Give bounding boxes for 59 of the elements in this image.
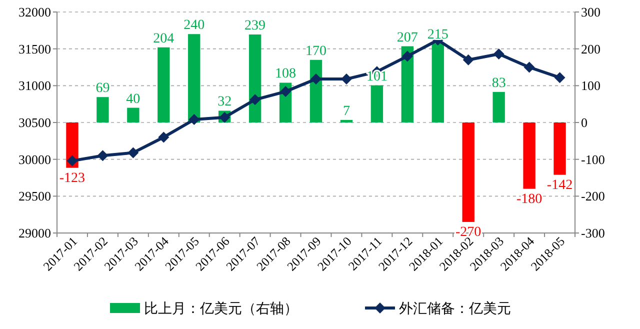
data-label: 170: [306, 44, 326, 59]
data-label: 204: [153, 31, 174, 46]
data-label: 7: [342, 104, 350, 119]
bar: [370, 85, 384, 122]
y2-tick-label: -100: [581, 152, 605, 167]
data-label: 108: [275, 66, 296, 82]
point: [524, 62, 535, 73]
y-tick-label: 31500: [18, 41, 51, 56]
point: [158, 132, 170, 143]
data-label: 32: [218, 94, 232, 110]
data-label: -123: [59, 170, 86, 186]
data-label: 40: [126, 92, 140, 107]
point: [280, 86, 292, 98]
y-tick-label: 32000: [18, 4, 51, 20]
point: [554, 72, 566, 84]
point: [310, 74, 322, 85]
y-tick-label: 29000: [18, 226, 51, 240]
bar: [96, 97, 109, 122]
bar: [554, 122, 566, 175]
y-tick-label: 30500: [18, 115, 51, 130]
point: [493, 48, 504, 60]
data-label: 215: [427, 27, 448, 42]
bar: [188, 34, 200, 122]
y-tick-label: 31000: [18, 78, 51, 94]
bar: [492, 92, 505, 122]
data-label: 207: [396, 30, 418, 46]
data-label: 69: [96, 81, 110, 96]
bar: [158, 47, 170, 122]
y-tick-label: 29500: [18, 188, 51, 204]
point: [402, 50, 413, 62]
point: [128, 147, 139, 158]
y2-tick-label: 100: [581, 78, 600, 94]
y2-tick-label: -300: [581, 226, 605, 240]
bar: [523, 122, 536, 189]
bar: [310, 60, 322, 122]
point: [462, 54, 474, 66]
y2-tick-label: 0: [581, 115, 588, 130]
data-label: 240: [184, 18, 205, 34]
data-label: -142: [546, 178, 573, 193]
y2-tick-label: 300: [581, 4, 600, 20]
data-label: 83: [492, 76, 506, 91]
point: [250, 94, 261, 106]
bar: [340, 120, 353, 122]
y-tick-label: 30000: [18, 152, 51, 167]
data-label: -180: [516, 192, 542, 207]
data-label: 101: [366, 69, 388, 84]
bar: [127, 108, 140, 122]
bar: [462, 122, 474, 222]
data-label: 239: [244, 18, 266, 34]
bar: [401, 46, 414, 122]
bar: [248, 34, 262, 122]
legend-label: 外汇储备：亿美元: [399, 301, 511, 317]
y2-tick-label: 200: [581, 41, 600, 56]
y2-tick-label: -200: [581, 188, 605, 204]
point: [97, 150, 108, 162]
legend-label: 比上月：亿美元（右轴）: [144, 301, 298, 317]
bar: [432, 43, 444, 122]
point: [66, 155, 78, 166]
point: [188, 114, 200, 126]
